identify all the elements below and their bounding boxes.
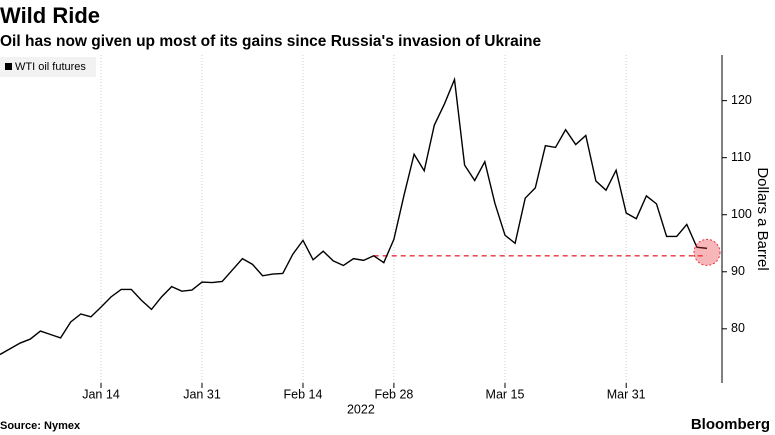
y-tick-label: 110 xyxy=(731,150,751,164)
chart-title: Wild Ride xyxy=(0,3,100,28)
line-series xyxy=(0,76,708,356)
y-tick-label: 80 xyxy=(731,321,745,335)
y-axis-label: Dollars a Barrel xyxy=(754,167,771,270)
x-tick-label: Jan 14 xyxy=(82,387,120,401)
brand: Bloomberg xyxy=(691,416,770,433)
highlight-point xyxy=(693,238,721,266)
y-tick-label: 90 xyxy=(731,264,745,278)
x-tick-label: Mar 15 xyxy=(486,387,525,401)
x-tick-label: Feb 28 xyxy=(374,387,413,401)
y-tick-label: 100 xyxy=(731,207,752,221)
legend-label: WTI oil futures xyxy=(15,61,86,73)
y-tick-label: 120 xyxy=(731,93,752,107)
x-year-label: 2022 xyxy=(347,402,375,416)
legend-box xyxy=(0,57,96,77)
x-tick-label: Feb 14 xyxy=(284,387,323,401)
x-tick-label: Mar 31 xyxy=(607,387,646,401)
source: Source: Nymex xyxy=(0,420,81,432)
chart-subtitle: Oil has now given up most of its gains s… xyxy=(0,33,542,50)
legend-swatch xyxy=(5,63,12,70)
x-tick-label: Jan 31 xyxy=(183,387,221,401)
